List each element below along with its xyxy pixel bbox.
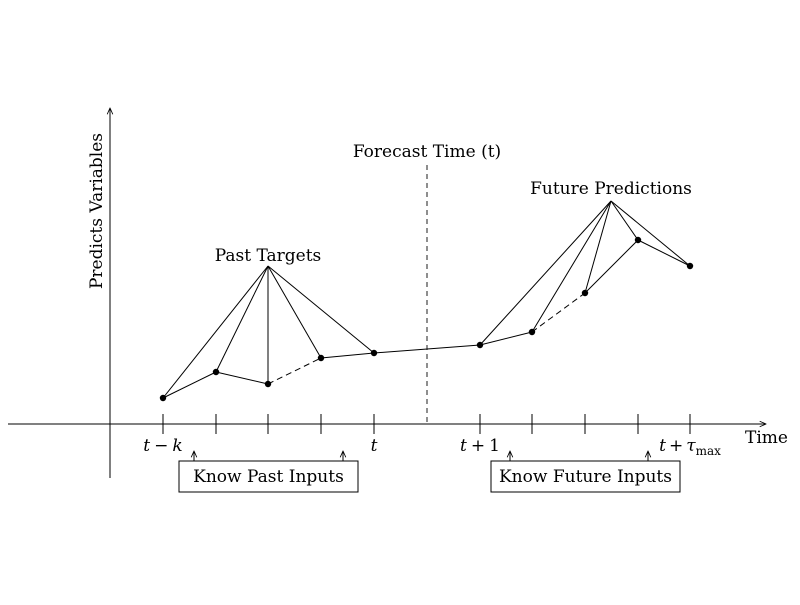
know-future-inputs-box: Know Future Inputs [490, 460, 681, 493]
future-predictions-label: Future Predictions [530, 179, 692, 199]
past-point [264, 380, 272, 388]
x-ticks [162, 414, 691, 434]
series-segment [584, 239, 639, 294]
fan-line [162, 265, 269, 399]
know-future-inputs-frame [490, 460, 681, 493]
series-segment [373, 344, 481, 354]
series-segment [215, 371, 269, 385]
series-segment [162, 371, 217, 399]
future-point [528, 328, 536, 336]
y-axis-label: Predicts Variables [87, 133, 107, 289]
future-point [476, 341, 484, 349]
fan-line [267, 265, 322, 359]
fan-line [479, 200, 612, 346]
series-segment [479, 331, 533, 346]
past-targets-fan [162, 265, 375, 399]
fan-line [610, 200, 691, 267]
fan-line [584, 200, 612, 294]
know-past-inputs-frame [178, 460, 359, 493]
past-point [317, 354, 325, 362]
fan-line [215, 265, 269, 373]
know-future-inputs-label: Know Future Inputs [499, 467, 672, 487]
x-axis-label: Time [745, 428, 788, 448]
tick-label-t-plus-1: t +1 [460, 436, 500, 456]
fan-line [610, 200, 639, 241]
future-point [634, 236, 642, 244]
known-input-arrows [194, 451, 648, 461]
series-segment-dashed [267, 357, 322, 385]
series-segment [637, 239, 691, 267]
fan-line [267, 265, 375, 354]
past-point [370, 349, 378, 357]
past-targets-label: Past Targets [215, 246, 322, 266]
series-path [162, 239, 691, 399]
past-point [212, 368, 220, 376]
tick-label-t-plus-tau-max: t + τmax [659, 436, 721, 458]
future-predictions-fan [479, 200, 691, 346]
tick-label-t-minus-k: t − k [143, 436, 182, 456]
past-point [159, 394, 167, 402]
know-past-inputs-box: Know Past Inputs [178, 460, 359, 493]
series-points [159, 236, 694, 402]
future-point [686, 262, 694, 270]
future-point [581, 289, 589, 297]
forecast-time-label: Forecast Time (t) [353, 142, 501, 162]
fan-line [531, 200, 612, 333]
series-segment-dashed [531, 292, 586, 333]
know-past-inputs-label: Know Past Inputs [193, 467, 344, 487]
series-segment [320, 352, 375, 359]
tick-label-t: t [371, 436, 378, 456]
